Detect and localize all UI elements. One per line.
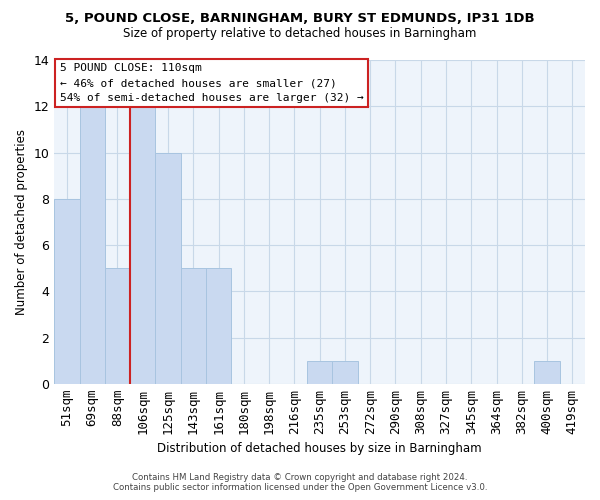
Text: 5 POUND CLOSE: 110sqm
← 46% of detached houses are smaller (27)
54% of semi-deta: 5 POUND CLOSE: 110sqm ← 46% of detached … bbox=[59, 63, 364, 103]
Text: Size of property relative to detached houses in Barningham: Size of property relative to detached ho… bbox=[124, 28, 476, 40]
Bar bbox=[130, 106, 155, 384]
Bar bbox=[332, 360, 358, 384]
Bar bbox=[155, 152, 181, 384]
Text: 5, POUND CLOSE, BARNINGHAM, BURY ST EDMUNDS, IP31 1DB: 5, POUND CLOSE, BARNINGHAM, BURY ST EDMU… bbox=[65, 12, 535, 26]
Bar bbox=[54, 199, 80, 384]
Bar bbox=[535, 360, 560, 384]
X-axis label: Distribution of detached houses by size in Barningham: Distribution of detached houses by size … bbox=[157, 442, 482, 455]
Bar bbox=[105, 268, 130, 384]
Bar bbox=[206, 268, 231, 384]
Bar bbox=[181, 268, 206, 384]
Text: Contains HM Land Registry data © Crown copyright and database right 2024.
Contai: Contains HM Land Registry data © Crown c… bbox=[113, 473, 487, 492]
Bar bbox=[307, 360, 332, 384]
Bar bbox=[80, 106, 105, 384]
Y-axis label: Number of detached properties: Number of detached properties bbox=[15, 129, 28, 315]
